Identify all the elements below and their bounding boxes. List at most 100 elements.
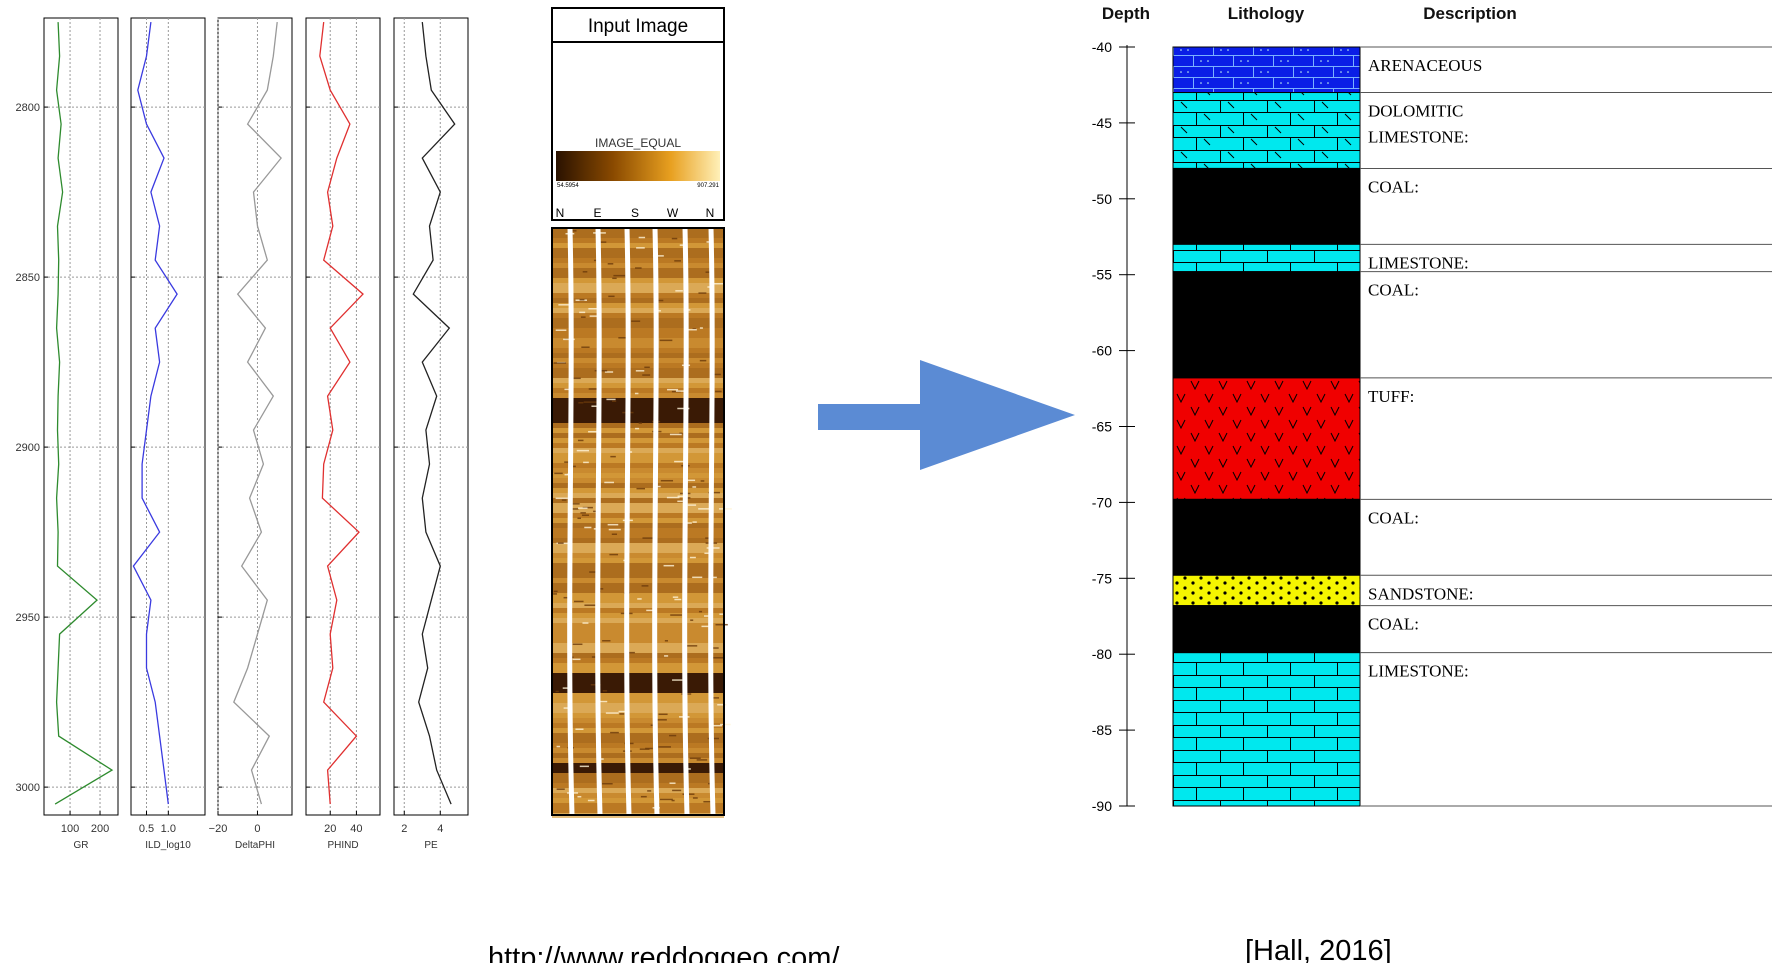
image-band — [552, 808, 724, 813]
image-speck — [553, 593, 557, 595]
image-band — [552, 673, 724, 678]
direction-label: S — [631, 206, 639, 220]
image-band — [552, 688, 724, 693]
image-band — [552, 308, 724, 313]
image-speck — [698, 292, 706, 294]
y-tick-label: -90 — [1092, 798, 1112, 814]
image-band — [552, 423, 724, 428]
image-band — [552, 283, 724, 288]
image-speck — [573, 644, 583, 646]
image-speck — [669, 782, 675, 784]
image-speck — [636, 488, 644, 490]
x-tick-label: 0 — [254, 823, 260, 835]
image-band — [552, 338, 724, 343]
y-tick-label: -60 — [1092, 343, 1112, 359]
depth-header: Depth — [1102, 4, 1150, 23]
image-speck — [606, 399, 615, 401]
image-speck — [609, 554, 618, 556]
description: COAL: — [1368, 615, 1419, 634]
image-speck — [690, 619, 693, 621]
image-speck — [581, 346, 589, 348]
image-speck — [693, 797, 698, 799]
arrow — [818, 360, 1075, 470]
image-band — [552, 628, 724, 633]
image-band — [552, 373, 724, 378]
image-band — [552, 583, 724, 588]
caption: [Hall, 2016] — [1245, 935, 1392, 963]
image-band — [552, 333, 724, 338]
image-band — [552, 543, 724, 548]
image-band — [552, 413, 724, 418]
image-band — [552, 693, 724, 698]
image-band — [552, 633, 724, 638]
slide: Input Image IMAGE_EQUAL 54.5954 907.291 … — [0, 0, 1772, 963]
image-speck — [584, 527, 591, 529]
image-speck — [703, 801, 711, 803]
image-speck — [690, 557, 696, 559]
pad-gap — [627, 228, 629, 815]
image-band — [552, 618, 724, 623]
image-band — [552, 528, 724, 533]
image-speck — [583, 462, 589, 464]
image-speck — [554, 362, 566, 364]
image-speck — [608, 263, 614, 265]
image-speck — [557, 746, 560, 748]
image-speck — [600, 241, 606, 243]
track-frame — [44, 18, 118, 815]
image-speck — [556, 691, 559, 693]
image-band — [552, 773, 724, 778]
y-tick-label: 2850 — [16, 272, 40, 284]
image-band — [552, 568, 724, 573]
image-band — [552, 683, 724, 688]
image-band — [552, 293, 724, 298]
image-band — [552, 288, 724, 293]
x-tick-label: 2 — [401, 823, 407, 835]
image-band — [552, 678, 724, 683]
image-band — [552, 588, 724, 593]
pad-gap — [598, 228, 600, 815]
image-speck — [602, 640, 610, 642]
colorbar-max: 907.291 — [697, 183, 719, 189]
image-band — [552, 473, 724, 478]
image-speck — [716, 624, 728, 626]
description: DOLOMITIC — [1368, 102, 1463, 121]
image-band — [552, 533, 724, 538]
image-title: Input Image — [588, 16, 688, 37]
image-band — [552, 623, 724, 628]
image-speck — [674, 260, 681, 262]
image-speck — [639, 422, 642, 424]
image-speck — [580, 512, 586, 514]
image-speck — [629, 652, 635, 654]
track-name: PHIND — [327, 840, 358, 851]
image-speck — [558, 542, 564, 544]
direction-label: N — [556, 206, 565, 220]
pad-gap — [685, 228, 687, 815]
x-tick-label: −20 — [209, 823, 228, 835]
image-speck — [660, 340, 673, 342]
image-speck — [673, 596, 678, 598]
track-name: ILD_log10 — [145, 840, 191, 851]
image-band — [552, 358, 724, 363]
x-tick-label: 4 — [437, 823, 443, 835]
image-speck — [604, 482, 614, 484]
image-speck — [660, 799, 673, 801]
image-speck — [675, 290, 683, 292]
y-tick-label: -45 — [1092, 115, 1112, 131]
image-speck — [606, 712, 619, 714]
image-band — [552, 653, 724, 658]
image-speck — [700, 327, 703, 329]
description: LIMESTONE: — [1368, 128, 1469, 147]
image-speck — [642, 585, 649, 587]
y-tick-label: -55 — [1092, 267, 1112, 283]
image-band — [552, 273, 724, 278]
image-speck — [557, 788, 565, 790]
image-band — [552, 753, 724, 758]
lithology-pattern — [1173, 244, 1360, 271]
image-band — [552, 328, 724, 333]
image-band — [552, 498, 724, 503]
image-speck — [572, 503, 579, 505]
image-band — [552, 513, 724, 518]
image-speck — [603, 690, 607, 692]
image-speck — [699, 611, 702, 613]
image-band — [552, 703, 724, 708]
